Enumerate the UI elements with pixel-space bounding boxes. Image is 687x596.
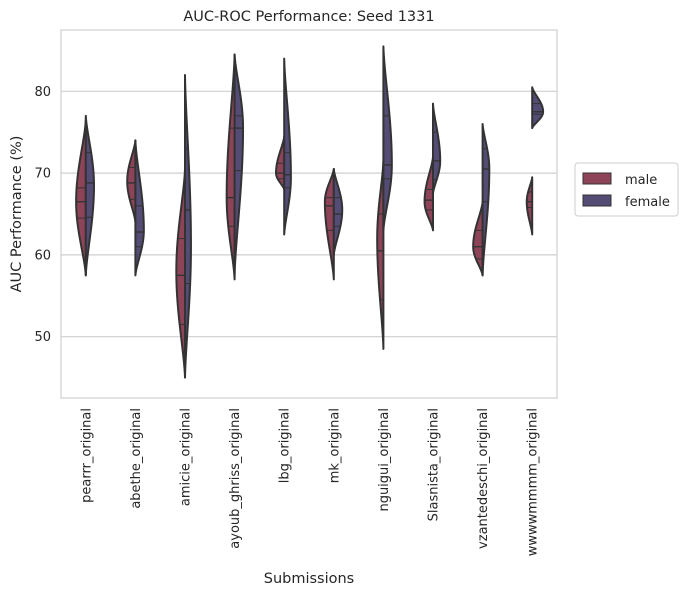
violin-half-female [233,53,245,277]
violin-amicie_original [175,73,192,379]
legend-swatch-male [582,172,612,185]
legend-swatch-female [582,194,612,207]
violin-half-male [472,200,484,277]
violin-half-female [332,168,344,256]
violin-half-female [184,73,192,379]
y-tick-label: 50 [34,330,51,345]
violin-half-female [283,57,292,236]
legend-label-male: male [625,173,657,188]
x-tick-label: mk_original [327,408,342,483]
violin-lbg_original [275,57,292,236]
violin-half-male [75,118,87,277]
x-tick-label: nguigui_original [377,408,392,512]
violin-mk_original [323,168,344,281]
violin-half-female [531,86,545,130]
legend: male female [574,162,679,217]
violin-half-female [481,123,491,277]
y-axis-label: AUC Performance (%) [9,136,25,293]
x-tick-label: lbg_original [278,408,293,483]
x-tick-label: Slasnista_original [427,408,442,521]
violin-abethe_original [126,139,145,277]
violin-nguigui_original [376,45,393,350]
y-tick-label: 60 [34,248,51,263]
y-tick-label: 80 [34,85,51,100]
x-tick-label: vzantedeschi_original [476,408,491,549]
violin-pearrr_original [75,114,95,277]
violin-wwwwmmmm_original [525,86,545,236]
x-tick-label: abethe_original [129,408,144,509]
violin-Slasnista_original [423,102,442,232]
violin-ayoub_ghriss_original [225,53,245,281]
violin-half-male [175,168,186,379]
violin-half-male [525,176,534,236]
violin-half-female [134,139,145,277]
x-tick-label: pearrr_original [79,408,94,503]
legend-label-female: female [625,195,670,210]
violin-half-female [382,45,393,232]
violin-half-male [376,159,385,350]
violin-half-female [84,114,95,277]
violin-half-male [126,139,137,224]
violin-half-male [323,168,335,281]
y-tick-label: 70 [34,167,51,182]
chart-title: AUC-ROC Performance: Seed 1331 [183,9,434,25]
violin-half-male [225,53,236,281]
violin-half-male [423,155,434,232]
violin-vzantedeschi_original [472,123,491,277]
x-axis-label: Submissions [264,571,355,587]
plot-area-frame [60,29,558,399]
x-tick-label: ayoub_ghriss_original [228,408,243,549]
violin-half-female [432,102,442,195]
x-tick-label: amicie_original [179,408,194,506]
x-tick-label: wwwwmmmm_original [526,408,541,556]
